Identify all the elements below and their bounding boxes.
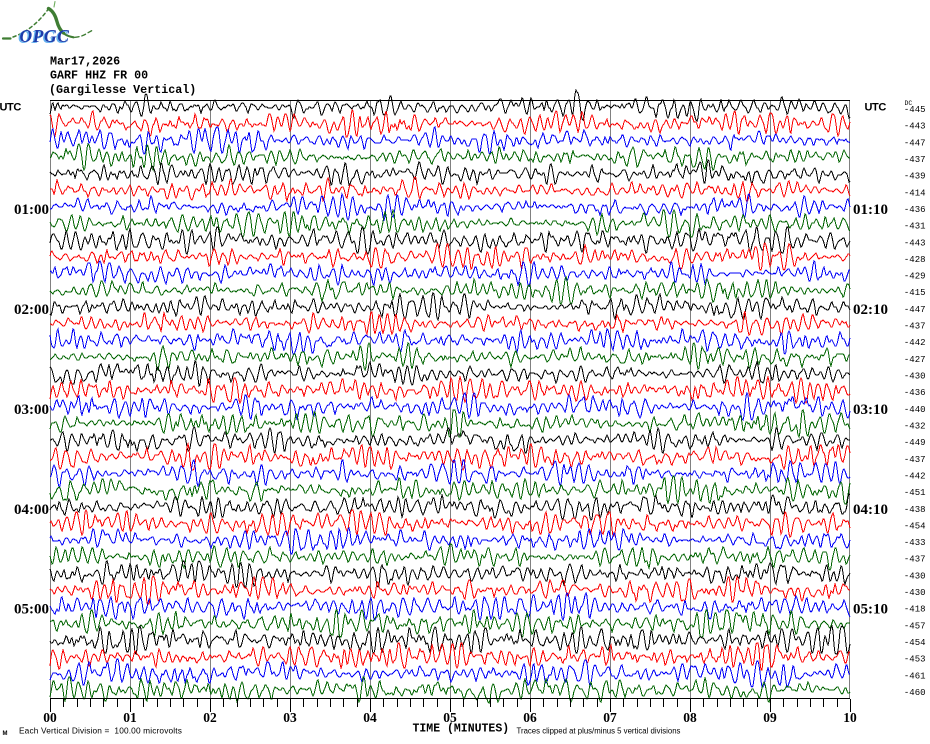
svg-text:02:00: 02:00: [14, 302, 49, 318]
svg-text:(Gargilesse Vertical): (Gargilesse Vertical): [49, 83, 196, 97]
svg-text:00: 00: [43, 710, 57, 725]
svg-text:-437: -437: [904, 322, 926, 332]
svg-text:UTC: UTC: [865, 102, 887, 114]
svg-text:-428: -428: [904, 255, 926, 265]
svg-text:-436: -436: [904, 388, 926, 398]
svg-text:-442: -442: [904, 338, 926, 348]
svg-text:03:00: 03:00: [14, 402, 49, 418]
svg-text:-453: -453: [904, 655, 926, 665]
svg-text:09: 09: [763, 710, 777, 725]
svg-text:-447: -447: [904, 305, 926, 315]
svg-text:01:00: 01:00: [14, 202, 49, 218]
svg-text:-430: -430: [904, 571, 926, 581]
svg-text:04: 04: [363, 710, 377, 725]
svg-text:03:10: 03:10: [853, 402, 888, 418]
svg-text:-437: -437: [904, 555, 926, 565]
svg-text:-449: -449: [904, 438, 926, 448]
svg-text:OPGC: OPGC: [18, 27, 68, 47]
svg-text:07: 07: [603, 710, 617, 725]
svg-text:-460: -460: [904, 688, 926, 698]
svg-text:-430: -430: [904, 588, 926, 598]
svg-text:Mar17,2026: Mar17,2026: [50, 55, 120, 69]
svg-text:01: 01: [123, 710, 137, 725]
svg-text:-415: -415: [904, 288, 926, 298]
svg-text:-445: -445: [904, 105, 926, 115]
svg-text:Traces clipped at plus/minus 5: Traces clipped at plus/minus 5 vertical …: [517, 727, 681, 736]
svg-text:08: 08: [683, 710, 697, 725]
svg-text:10: 10: [843, 710, 857, 725]
svg-text:02: 02: [203, 710, 217, 725]
svg-text:-438: -438: [904, 505, 926, 515]
svg-text:-433: -433: [904, 538, 926, 548]
svg-text:-414: -414: [904, 188, 926, 198]
svg-text:GARF HHZ FR 00: GARF HHZ FR 00: [50, 69, 148, 83]
svg-text:DC: DC: [905, 100, 913, 107]
svg-text:-461: -461: [904, 671, 926, 681]
svg-text:-439: -439: [904, 172, 926, 182]
svg-text:-454: -454: [904, 638, 926, 648]
svg-text:-440: -440: [904, 405, 926, 415]
svg-text:02:10: 02:10: [853, 302, 888, 318]
svg-text:01:10: 01:10: [853, 202, 888, 218]
svg-text:-457: -457: [904, 621, 926, 631]
svg-text:-418: -418: [904, 605, 926, 615]
svg-text:OPGC: OPGC: [20, 26, 70, 46]
svg-text:-454: -454: [904, 521, 926, 531]
svg-text:UTC: UTC: [0, 102, 21, 114]
svg-text:-442: -442: [904, 472, 926, 482]
svg-text:05:10: 05:10: [853, 602, 888, 618]
svg-text:-437: -437: [904, 455, 926, 465]
svg-text:M: M: [3, 731, 8, 737]
svg-text:-430: -430: [904, 372, 926, 382]
svg-text:-447: -447: [904, 138, 926, 148]
svg-text:TIME (MINUTES): TIME (MINUTES): [413, 723, 510, 736]
svg-text:05: 05: [443, 710, 457, 725]
svg-text:06: 06: [523, 710, 537, 725]
svg-text:-427: -427: [904, 355, 926, 365]
svg-text:-431: -431: [904, 222, 926, 232]
svg-text:-432: -432: [904, 422, 926, 432]
svg-text:04:00: 04:00: [14, 502, 49, 518]
svg-text:05:00: 05:00: [14, 602, 49, 618]
svg-text:-436: -436: [904, 205, 926, 215]
svg-text:04:10: 04:10: [853, 502, 888, 518]
svg-text:-429: -429: [904, 272, 926, 282]
svg-text:03: 03: [283, 710, 297, 725]
svg-text:-451: -451: [904, 488, 926, 498]
svg-text:Each Vertical Division = 100.: Each Vertical Division = 100.00 microvol…: [19, 726, 182, 736]
svg-text:-443: -443: [904, 238, 926, 248]
svg-text:-437: -437: [904, 155, 926, 165]
svg-text:-443: -443: [904, 122, 926, 132]
